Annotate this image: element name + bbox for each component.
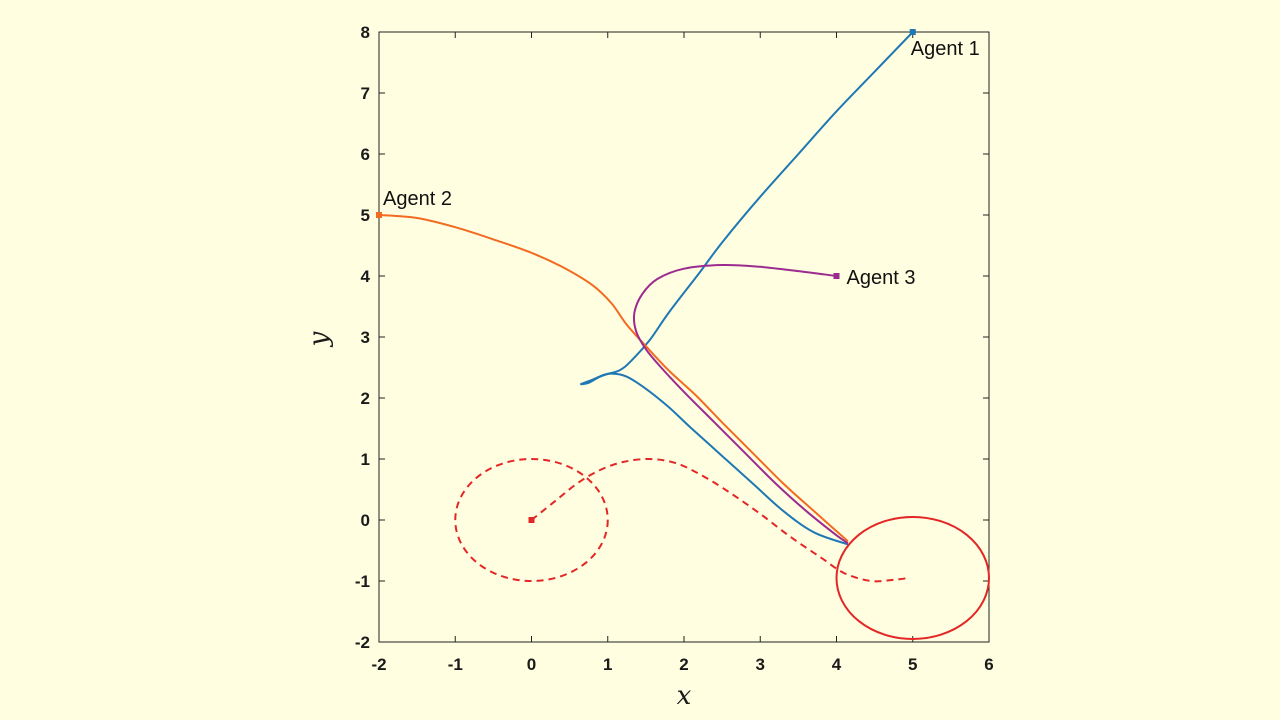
plot-area bbox=[378, 31, 990, 643]
y-tick-label: 0 bbox=[361, 511, 370, 530]
y-tick-label: 2 bbox=[361, 389, 370, 408]
y-tick-label: 1 bbox=[361, 450, 370, 469]
agent2-label: Agent 2 bbox=[383, 188, 452, 210]
y-tick-label: 4 bbox=[361, 267, 371, 286]
agent-3-trajectory bbox=[632, 263, 849, 545]
x-tick-label: 2 bbox=[679, 655, 688, 674]
agent-2-trajectory bbox=[378, 214, 849, 543]
y-tick-label: 5 bbox=[361, 206, 370, 225]
agent1-start-marker bbox=[909, 29, 916, 35]
y-tick-label: 3 bbox=[361, 328, 370, 347]
agent-1-trajectory bbox=[580, 31, 914, 546]
y-tick-label: 6 bbox=[361, 145, 370, 164]
target-circle bbox=[835, 515, 990, 640]
x-tick-label: 0 bbox=[527, 655, 536, 674]
y-tick-label: -1 bbox=[355, 572, 370, 591]
agent1-label: Agent 1 bbox=[911, 38, 980, 60]
y-tick-label: 7 bbox=[361, 84, 370, 103]
start-circle bbox=[454, 458, 609, 582]
x-tick-label: -2 bbox=[371, 655, 386, 674]
y-axis-label: y bbox=[304, 331, 334, 347]
y-tick-label: 8 bbox=[361, 23, 370, 42]
agent3-start-marker bbox=[833, 273, 840, 279]
x-tick-label: 3 bbox=[756, 655, 765, 674]
agent3-label: Agent 3 bbox=[847, 267, 916, 289]
x-tick-label: 5 bbox=[908, 655, 917, 674]
x-tick-label: -1 bbox=[448, 655, 463, 674]
target-path-trajectory bbox=[530, 457, 910, 583]
target-center-marker bbox=[528, 517, 535, 523]
agent2-start-marker bbox=[376, 212, 382, 218]
y-tick-label: -2 bbox=[355, 633, 370, 652]
x-tick-label: 6 bbox=[984, 655, 993, 674]
x-tick-label: 1 bbox=[603, 655, 612, 674]
x-tick-label: 4 bbox=[832, 655, 842, 674]
x-axis-label: x bbox=[677, 681, 692, 711]
